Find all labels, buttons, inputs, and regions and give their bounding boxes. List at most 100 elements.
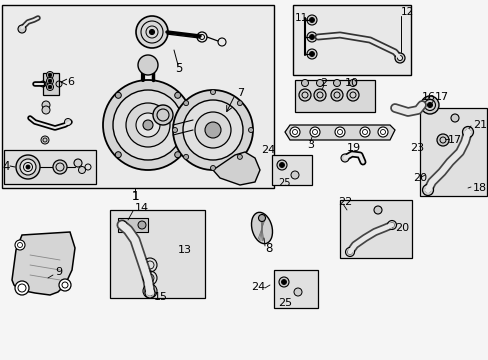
Circle shape	[79, 166, 85, 174]
Circle shape	[420, 96, 438, 114]
Text: 9: 9	[55, 267, 62, 277]
Circle shape	[462, 126, 472, 138]
Text: 20: 20	[394, 223, 408, 233]
Bar	[292, 5, 410, 75]
Circle shape	[138, 221, 146, 229]
Circle shape	[136, 113, 160, 137]
Circle shape	[174, 152, 181, 158]
Text: 17: 17	[447, 135, 461, 145]
Circle shape	[172, 127, 177, 132]
Text: 23: 23	[409, 143, 423, 153]
Circle shape	[298, 89, 310, 101]
Circle shape	[59, 279, 71, 291]
Circle shape	[174, 92, 181, 98]
Bar	[294, 80, 374, 112]
Text: 11: 11	[294, 13, 307, 23]
Circle shape	[346, 89, 358, 101]
Circle shape	[377, 127, 387, 137]
Text: 25: 25	[278, 178, 290, 188]
Text: 17: 17	[434, 92, 448, 102]
Circle shape	[103, 80, 193, 170]
Circle shape	[333, 80, 340, 86]
Circle shape	[41, 136, 49, 144]
Circle shape	[149, 30, 154, 35]
Bar	[43, 73, 59, 95]
Circle shape	[334, 127, 345, 137]
Circle shape	[309, 18, 314, 22]
Text: 10: 10	[345, 78, 358, 88]
Text: 24: 24	[260, 145, 275, 155]
Circle shape	[18, 25, 26, 33]
Circle shape	[15, 240, 25, 250]
Circle shape	[126, 103, 170, 147]
Circle shape	[153, 105, 173, 125]
Circle shape	[289, 127, 299, 137]
Circle shape	[195, 112, 230, 148]
Circle shape	[394, 53, 404, 63]
Circle shape	[145, 288, 155, 298]
Circle shape	[210, 166, 215, 171]
Circle shape	[210, 90, 215, 94]
Text: 2: 2	[319, 78, 326, 88]
Circle shape	[427, 103, 431, 108]
Text: 18: 18	[472, 183, 486, 193]
Circle shape	[309, 35, 314, 40]
Circle shape	[26, 165, 30, 169]
Circle shape	[204, 122, 221, 138]
Circle shape	[309, 127, 319, 137]
Polygon shape	[213, 152, 260, 185]
Circle shape	[136, 16, 168, 48]
Text: 14: 14	[135, 203, 149, 213]
Circle shape	[46, 72, 53, 78]
Circle shape	[48, 85, 52, 89]
Bar	[339, 200, 411, 258]
Circle shape	[74, 159, 82, 167]
Bar	[110, 210, 204, 298]
Circle shape	[359, 127, 369, 137]
Circle shape	[46, 77, 53, 85]
Circle shape	[309, 51, 314, 57]
Ellipse shape	[251, 212, 272, 244]
Text: 5: 5	[175, 62, 182, 75]
Circle shape	[183, 100, 243, 160]
Circle shape	[15, 281, 29, 295]
Circle shape	[16, 155, 40, 179]
Circle shape	[53, 160, 67, 174]
Circle shape	[450, 114, 458, 122]
Circle shape	[147, 291, 152, 296]
Circle shape	[436, 134, 448, 146]
Text: 22: 22	[337, 197, 351, 207]
Circle shape	[64, 118, 71, 126]
Circle shape	[306, 15, 316, 25]
Bar	[118, 218, 148, 232]
Circle shape	[313, 89, 325, 101]
Circle shape	[258, 215, 265, 221]
Bar	[273, 270, 317, 308]
Text: 19: 19	[346, 143, 360, 153]
Circle shape	[279, 162, 284, 167]
Circle shape	[281, 279, 286, 284]
Text: 24: 24	[250, 282, 264, 292]
Bar	[4, 150, 96, 184]
Bar	[271, 155, 311, 185]
Circle shape	[306, 32, 316, 42]
Circle shape	[183, 101, 188, 105]
Circle shape	[237, 154, 242, 159]
Circle shape	[349, 80, 356, 86]
Circle shape	[290, 171, 298, 179]
Circle shape	[279, 277, 288, 287]
Text: 6: 6	[67, 77, 74, 87]
Circle shape	[386, 220, 396, 230]
Circle shape	[237, 101, 242, 105]
Text: 25: 25	[278, 298, 291, 308]
Text: 15: 15	[154, 292, 168, 302]
Circle shape	[422, 184, 433, 195]
Circle shape	[46, 84, 53, 90]
Circle shape	[48, 73, 52, 77]
Circle shape	[248, 127, 253, 132]
Polygon shape	[285, 125, 394, 140]
Circle shape	[119, 221, 127, 229]
Circle shape	[173, 90, 252, 170]
Text: 21: 21	[472, 120, 486, 130]
Circle shape	[115, 92, 121, 98]
